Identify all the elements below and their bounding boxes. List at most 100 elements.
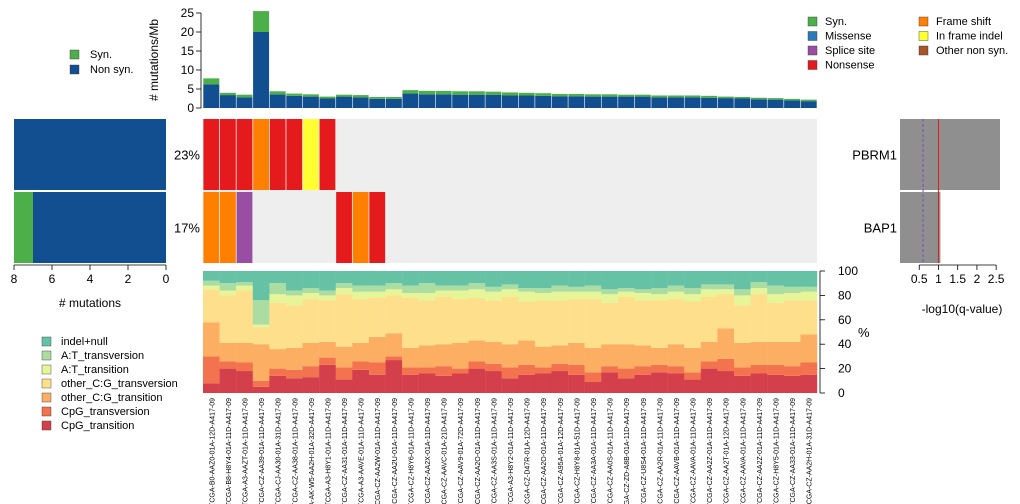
sample-id-label: TCGA-CZ-U8S4-01A-11D-A417-09 [641,398,648,504]
spectrum-segment [634,271,652,290]
spectrum-segment [783,292,801,301]
tmb-bar-nonsyn [784,100,801,108]
spectrum-segment [634,345,652,367]
spectrum-legend-label: A:T_transversion [61,350,144,362]
sample-id-label: TCGA-CZ-AA3S-01A-11D-A417-09 [491,398,498,504]
spectrum-segment [468,340,486,362]
spectrum-y-tick-label: 20 [838,362,852,376]
tmb-bar-nonsyn [468,94,485,108]
spectrum-segment [219,283,237,291]
spectrum-segment [219,361,237,369]
spectrum-segment [203,271,220,281]
tmb-bar-syn [800,99,817,102]
spectrum-segment [252,386,270,393]
spectrum-segment [335,288,353,295]
tmb-bar-nonsyn [684,97,701,108]
spectrum-segment [601,294,619,303]
spectrum-segment [451,368,469,374]
sample-id-label: TCGA-AK-W5-AA2H-01A-32D-A417-09 [309,398,316,504]
spectrum-segment [767,271,785,286]
sample-id-label: TCGA-CZ-AA39-01A-11D-A417-09 [259,398,266,504]
tmb-bar-nonsyn [568,96,585,108]
oncoprint-cell [319,119,336,190]
qvalue-bar [900,119,1000,190]
spectrum-segment [269,375,287,393]
spectrum-segment [750,341,768,365]
spectrum-segment [767,285,785,295]
spectrum-segment [783,271,801,287]
sample-id-label: TCGA-CZ-AA2U-01A-11D-A417-09 [392,398,399,504]
spectrum-segment [617,344,635,369]
tmb-bar-nonsyn [253,32,270,108]
spectrum-segment [501,378,519,393]
spectrum-segment [518,374,536,393]
spectrum-segment [269,294,287,303]
sample-id-label: TCGA-CZ-H8Y6-01A-11D-A417-09 [408,398,415,504]
spectrum-segment [385,271,403,284]
spectrum-segment [319,295,336,301]
sample-id-label: TCGA-CZ-AA0S-01A-11D-A417-09 [608,398,615,504]
tmb-bar-syn [269,91,286,95]
sample-id-label: TCGA-CZ-AAV9-01A-72D-A417-09 [458,398,465,504]
mutation-legend-swatch [807,60,818,70]
spectrum-segment [269,271,287,284]
tmb-bar-syn [651,95,668,98]
spectrum-segment [634,374,652,393]
tmb-bar-syn [551,93,568,97]
spectrum-segment [800,271,818,287]
qvalue-x-tick-label: 2 [974,272,981,286]
sample-id-label: TCGA-CJ-AA30-01A-31D-A417-09 [276,398,283,504]
tmb-bar-nonsyn [236,97,253,108]
tmb-bar-nonsyn [750,99,767,108]
sample-id-label: TCGA-CZ-AA2X-01A-11D-A417-09 [425,398,432,504]
spectrum-segment [468,361,486,369]
tmb-bar-syn [402,90,419,94]
tmb-bar-nonsyn [452,94,469,108]
tmb-bar-syn [717,96,734,99]
spectrum-segment [269,283,287,295]
tmb-bar-syn [319,96,336,99]
tmb-bar-syn [784,98,801,101]
tmb-bar-syn [667,95,684,98]
spectrum-segment [568,286,585,292]
spectrum-segment [584,271,602,286]
spectrum-segment [402,367,419,375]
tmb-y-tick-label: 20 [181,25,195,39]
spectrum-segment [368,362,386,375]
sample-id-label: TCGA-CZ-AA38-01A-11D-A417-09 [292,398,299,504]
spectrum-legend: indel+null A:T_transversion A:T_transition… [41,336,178,432]
tmb-bar-nonsyn [584,96,601,108]
tmb-bar-nonsyn [502,95,518,108]
spectrum-segment [568,374,585,393]
spectrum-segment [651,294,668,301]
tmb-bar-syn [502,92,518,96]
spectrum-segment [617,368,635,379]
gene-percent: 23% [174,148,200,163]
spectrum-segment [601,372,619,393]
sample-id-label: TCGA-B0-AAZ0-01A-12D-A417-09 [209,398,216,504]
spectrum-segment [451,285,469,291]
spectrum-segment [651,288,668,295]
tmb-bar-nonsyn [269,94,286,108]
tmb-bar-nonsyn [219,95,236,108]
spectrum-segment [418,283,436,293]
tmb-bar-syn [203,78,220,85]
spectrum-segment [368,285,386,292]
spectrum-segment [468,297,486,341]
spectrum-segment [767,302,785,342]
tmb-bar-syn [701,95,718,98]
tmb-bar-syn [435,90,452,95]
spectrum-segment [651,347,668,365]
spectrum-segment [651,364,668,373]
spectrum-segment [783,286,801,293]
count-x-tick-label: 6 [49,272,56,286]
sample-id-label: TCGA-CZ-AA3A-01A-11D-A417-09 [591,398,598,504]
tmb-y-tick-label: 5 [187,82,194,96]
sample-id-label: TCGA-B8-H8Y4-01A-11D-A417-09 [226,398,233,504]
tmb-bar-nonsyn [667,97,684,108]
spectrum-segment [402,285,419,293]
spectrum-segment [302,292,320,300]
sample-id-label: TCGA-CZ-AAVA-01A-11D-A417-09 [740,398,747,504]
spectrum-segment [252,300,270,325]
spectrum-segment [402,292,419,298]
